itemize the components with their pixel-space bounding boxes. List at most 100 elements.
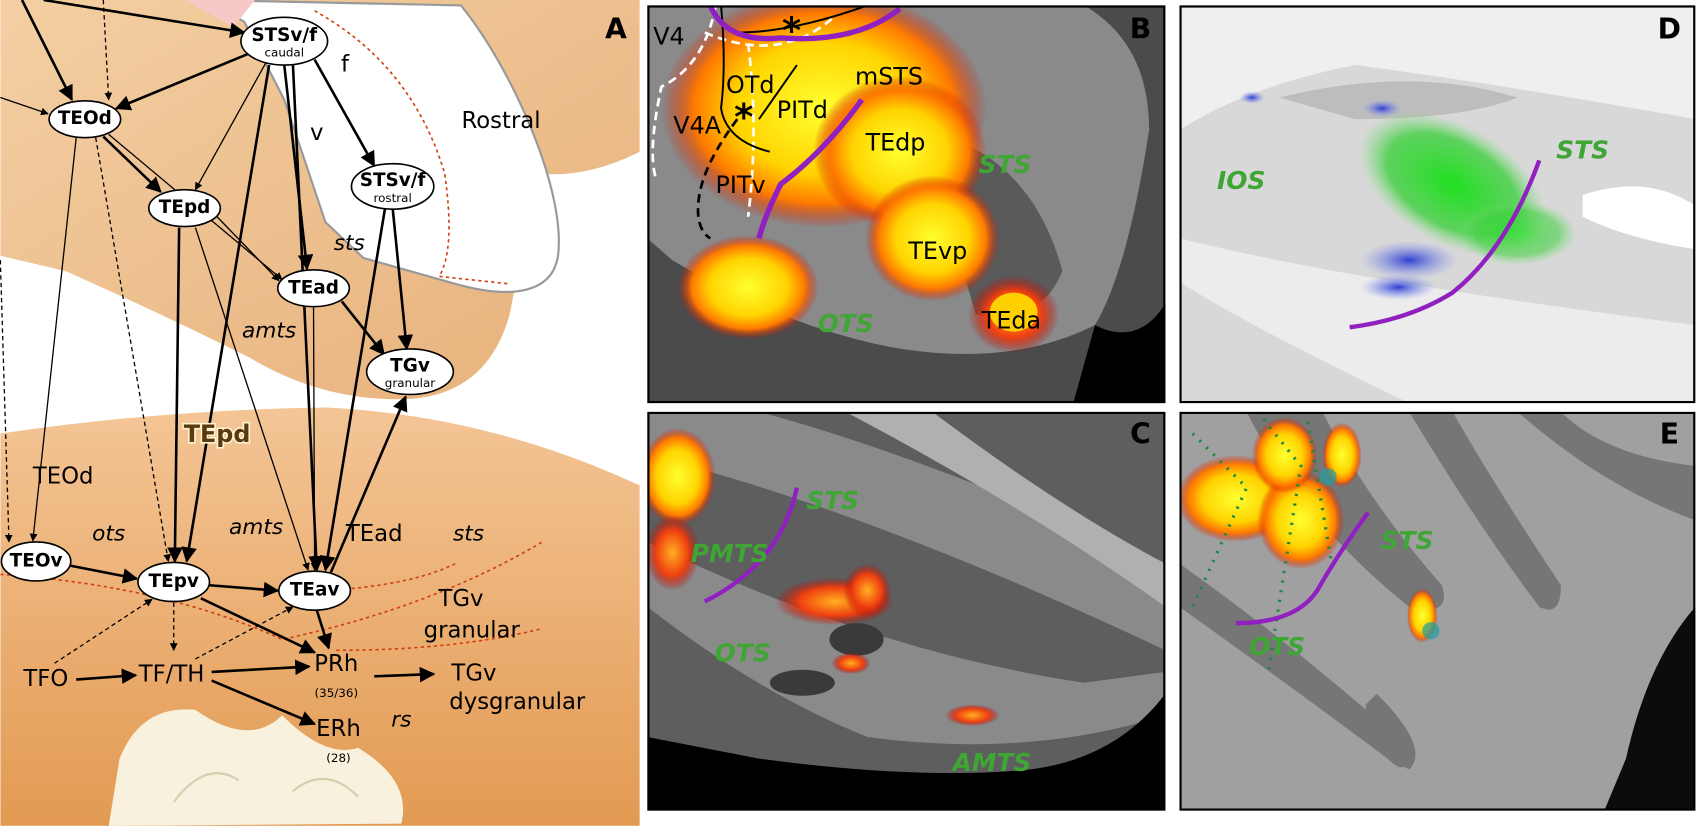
region-label: PRh xyxy=(314,651,358,677)
region-label: ots xyxy=(92,521,125,546)
region-label: TEda xyxy=(981,306,1041,334)
panel-letter: B xyxy=(1130,12,1151,45)
region-label: TEad xyxy=(345,521,403,547)
node xyxy=(0,541,72,582)
panel-letter: A xyxy=(605,12,627,45)
region-label: amts xyxy=(242,319,296,344)
arrow xyxy=(0,260,13,543)
node-sublabel: rostral xyxy=(374,191,412,205)
region-label: STS xyxy=(1381,526,1434,555)
arrow xyxy=(29,137,77,542)
arrow xyxy=(20,0,74,102)
region-label: dysgranular xyxy=(449,689,586,715)
arrow xyxy=(167,227,183,563)
node-label: TEav xyxy=(290,580,340,601)
panel-a-arrows xyxy=(0,0,436,726)
region-label: OTS xyxy=(1249,632,1305,661)
node xyxy=(240,16,329,66)
node xyxy=(137,561,211,603)
node-label: TEOv xyxy=(10,550,63,571)
node-label: TEpd xyxy=(159,197,210,218)
node-sublabel: caudal xyxy=(264,46,304,60)
region-label: f xyxy=(341,52,350,78)
region-label: (35/36) xyxy=(314,686,358,700)
arrow xyxy=(114,52,248,111)
node xyxy=(278,570,352,611)
region-label: TGv xyxy=(437,586,483,612)
node xyxy=(147,188,222,228)
panel-b-background: * * xyxy=(647,5,1166,404)
svg-text:*: * xyxy=(782,9,801,52)
region-label: IOS xyxy=(1217,166,1265,195)
arrow xyxy=(102,0,113,101)
region-label: PITd xyxy=(777,96,828,124)
arrow xyxy=(181,64,271,563)
region-label: STS xyxy=(979,150,1032,179)
region-label: TEvp xyxy=(907,237,967,265)
arrow xyxy=(0,96,49,116)
arrow xyxy=(43,0,246,38)
arrow xyxy=(320,207,387,572)
labels: STSv/fcaudalTEOdTEpdTEadSTSv/frostralTGv… xyxy=(0,12,1681,777)
region-label: TFO xyxy=(22,666,68,692)
node-label: TGv xyxy=(390,355,430,376)
panel-d-background xyxy=(1179,5,1696,404)
node-sublabel: granular xyxy=(385,376,435,390)
arrow xyxy=(315,609,332,650)
arrow xyxy=(70,564,139,584)
region-label: STS xyxy=(806,486,859,515)
region-label: mSTS xyxy=(855,63,923,91)
arrow xyxy=(391,207,414,351)
arrow xyxy=(310,307,319,571)
arrow xyxy=(291,64,324,572)
arrow xyxy=(195,606,294,660)
arrow xyxy=(216,216,280,282)
node xyxy=(276,269,351,308)
region-label: TGv xyxy=(450,661,496,687)
region-label: TEOd xyxy=(32,463,94,489)
svg-text:*: * xyxy=(734,96,753,139)
arrow xyxy=(209,581,280,598)
region-label: ERh xyxy=(316,716,361,742)
arrow xyxy=(54,598,153,664)
node xyxy=(365,348,455,396)
node-label: STSv/f xyxy=(360,170,427,191)
region-label: v xyxy=(310,120,323,146)
node xyxy=(48,99,122,139)
panel-letter: D xyxy=(1658,12,1681,45)
panel-letter: C xyxy=(1130,418,1151,451)
region-label: STS xyxy=(1556,136,1609,165)
arrow xyxy=(340,300,385,356)
arrow xyxy=(313,58,376,168)
region-label: TF/TH xyxy=(138,662,205,688)
region-label: V4A xyxy=(673,111,721,139)
arrow xyxy=(374,666,436,683)
arrow xyxy=(194,227,310,571)
region-label: sts xyxy=(453,521,484,546)
arrow xyxy=(329,395,408,573)
region-label: (28) xyxy=(326,751,350,765)
region-label: OTS xyxy=(715,639,771,668)
region-label: rs xyxy=(391,708,411,733)
node-label: TEpv xyxy=(149,571,199,592)
panel-c-background xyxy=(647,411,1166,811)
node xyxy=(350,162,435,210)
region-label: granular xyxy=(424,617,521,643)
region-label: OTd xyxy=(726,71,774,99)
node-label: TEad xyxy=(288,277,339,298)
region-label: PITv xyxy=(716,171,766,199)
panel-e-background xyxy=(1179,411,1696,811)
region-label: OTS xyxy=(818,309,874,338)
arrow xyxy=(194,62,267,191)
region-label: TEpd xyxy=(184,420,251,448)
region-label: PMTS xyxy=(691,539,769,568)
region-label: AMTS xyxy=(950,748,1031,777)
region-label: Rostral xyxy=(461,108,540,134)
arrow xyxy=(95,137,171,563)
region-label: amts xyxy=(229,515,283,540)
node-label: TEOd xyxy=(58,108,112,129)
arrow xyxy=(211,679,317,726)
region-label: TEdp xyxy=(865,129,926,157)
arrow xyxy=(76,668,138,684)
